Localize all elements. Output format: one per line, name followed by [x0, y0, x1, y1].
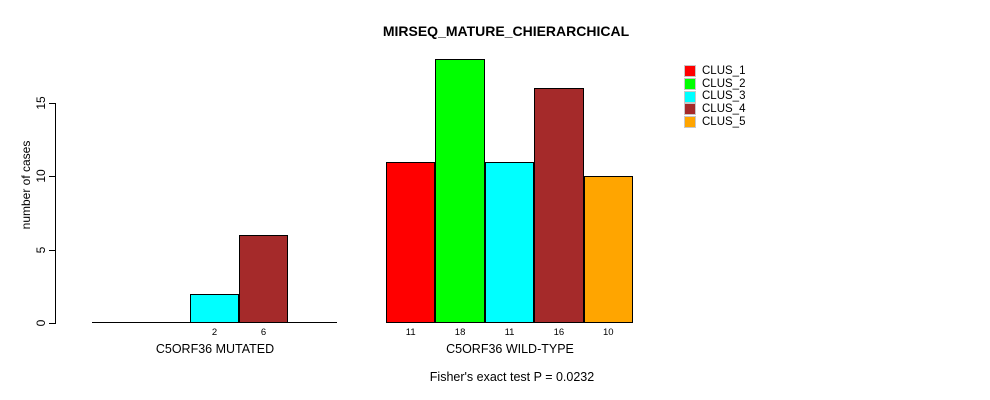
- y-tick-label: 10: [34, 169, 48, 184]
- chart-title: MIRSEQ_MATURE_CHIERARCHICAL: [382, 23, 630, 39]
- legend-swatch: [684, 116, 696, 129]
- bar-value-label: 11: [504, 326, 515, 338]
- y-tick-label: 15: [34, 96, 48, 110]
- y-axis-line: [55, 102, 56, 324]
- legend: CLUS_1 CLUS_2 CLUS_3 CLUS_4 CLUS_5: [684, 65, 745, 129]
- bar-clus_4: [534, 88, 584, 323]
- bar-clus_3: [484, 161, 535, 323]
- bar-value-label: 2: [211, 326, 218, 338]
- bar-value-label: 18: [454, 326, 466, 338]
- y-tick-label: 5: [34, 246, 48, 253]
- legend-item: CLUS_2: [684, 78, 745, 91]
- legend-item: CLUS_1: [684, 65, 745, 78]
- legend-label: CLUS_1: [702, 64, 746, 77]
- legend-label: CLUS_2: [702, 77, 746, 90]
- group-label-wild-type: C5ORF36 WILD-TYPE: [446, 342, 574, 356]
- y-tick-label: 0: [34, 319, 48, 327]
- legend-swatch: [684, 78, 696, 91]
- legend-swatch: [684, 90, 696, 103]
- y-tick: [49, 102, 55, 104]
- legend-label: CLUS_5: [702, 115, 746, 128]
- bar-clus_1: [386, 161, 436, 323]
- footnote-pvalue: Fisher's exact test P = 0.0232: [429, 370, 595, 384]
- bar-value-label: 10: [603, 326, 614, 338]
- bar-value-label: 6: [260, 326, 267, 338]
- legend-item: CLUS_3: [684, 90, 745, 103]
- bar-clus_2: [435, 58, 485, 323]
- legend-item: CLUS_4: [684, 103, 745, 116]
- bar-clus_5: [583, 176, 633, 323]
- bar-value-label: 11: [405, 326, 416, 338]
- legend-label: CLUS_4: [702, 102, 746, 115]
- legend-label: CLUS_3: [702, 90, 746, 103]
- bar-clus_4: [239, 234, 288, 323]
- bar-value-label: 16: [553, 326, 565, 338]
- legend-swatch: [684, 65, 696, 78]
- legend-item: CLUS_5: [684, 116, 745, 129]
- y-tick: [49, 249, 55, 251]
- y-axis-label: number of cases: [19, 140, 33, 230]
- y-tick: [49, 176, 55, 178]
- bar-clus_3: [190, 293, 239, 323]
- y-tick: [49, 323, 55, 324]
- legend-swatch: [684, 103, 696, 116]
- group-label-mutated: C5ORF36 MUTATED: [155, 342, 275, 356]
